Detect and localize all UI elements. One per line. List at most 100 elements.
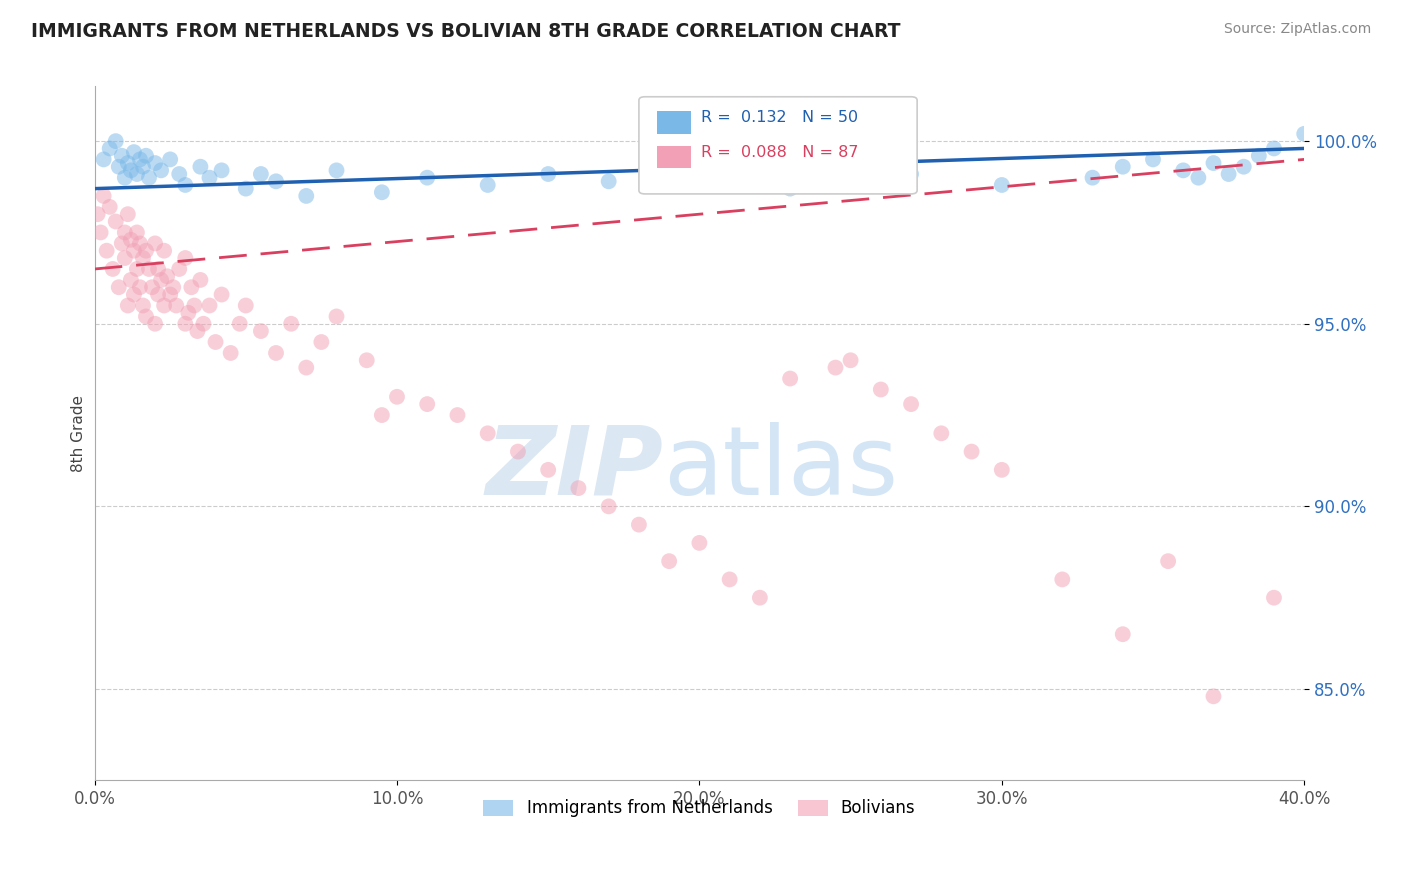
Point (141, 280, 163, 294)
Point (1218, 167, 1240, 181)
Point (779, 181, 801, 195)
Point (627, 517, 650, 532)
Point (125, 167, 148, 181)
Point (356, 353, 378, 368)
Point (104, 214, 127, 228)
Point (138, 170, 160, 185)
Point (120, 233, 142, 247)
Point (180, 280, 202, 294)
Point (416, 397, 439, 411)
Point (869, 156, 891, 170)
Point (1263, 141, 1285, 155)
Point (264, 174, 287, 188)
Point (371, 408, 394, 422)
Point (101, 262, 124, 277)
Point (416, 170, 439, 185)
Text: atlas: atlas (664, 422, 898, 515)
Point (143, 317, 166, 331)
Point (537, 167, 560, 181)
Point (1157, 554, 1180, 568)
Point (824, 360, 846, 375)
Point (567, 481, 589, 495)
Point (598, 174, 620, 188)
Point (146, 287, 169, 301)
Point (477, 426, 499, 441)
Point (190, 273, 212, 287)
Point (295, 360, 318, 375)
Text: R =  0.132   N = 50: R = 0.132 N = 50 (700, 110, 858, 125)
Point (264, 346, 287, 360)
Point (174, 251, 197, 265)
Point (98, 200, 121, 214)
Point (117, 298, 139, 312)
Point (193, 317, 215, 331)
Text: R =  0.088   N = 87: R = 0.088 N = 87 (700, 145, 858, 160)
Point (477, 178, 499, 192)
Point (143, 156, 166, 170)
Point (1112, 160, 1135, 174)
Point (135, 244, 157, 258)
Point (129, 153, 152, 167)
Point (295, 189, 318, 203)
Point (198, 298, 221, 312)
Point (219, 346, 242, 360)
Point (122, 145, 145, 160)
Point (598, 500, 620, 514)
Point (156, 269, 179, 284)
Text: IMMIGRANTS FROM NETHERLANDS VS BOLIVIAN 8TH GRADE CORRELATION CHART: IMMIGRANTS FROM NETHERLANDS VS BOLIVIAN … (31, 22, 900, 41)
Point (120, 273, 142, 287)
Point (1233, 160, 1256, 174)
Point (658, 160, 681, 174)
Point (506, 444, 529, 458)
Point (1052, 573, 1074, 587)
Point (748, 591, 770, 605)
Point (174, 317, 197, 331)
Point (117, 156, 139, 170)
Point (229, 317, 252, 331)
Point (111, 149, 134, 163)
Point (211, 287, 233, 301)
Point (250, 167, 273, 181)
Point (162, 280, 184, 294)
Y-axis label: 8th Grade: 8th Grade (72, 395, 86, 472)
Point (143, 236, 166, 251)
Point (931, 426, 953, 441)
Point (991, 178, 1014, 192)
Point (1081, 170, 1104, 185)
Point (537, 463, 560, 477)
Point (688, 536, 710, 550)
Point (125, 262, 148, 277)
Point (235, 298, 257, 312)
Point (1294, 127, 1316, 141)
Point (1187, 170, 1209, 185)
Point (658, 554, 681, 568)
Point (446, 408, 468, 422)
Point (204, 334, 226, 349)
Point (991, 463, 1014, 477)
Point (93, 189, 115, 203)
Point (132, 251, 155, 265)
Point (104, 134, 127, 148)
Point (167, 262, 190, 277)
Point (311, 334, 333, 349)
Point (107, 160, 129, 174)
Point (385, 390, 408, 404)
Point (98, 141, 121, 155)
Text: Source: ZipAtlas.com: Source: ZipAtlas.com (1223, 22, 1371, 37)
Point (165, 298, 187, 312)
Point (132, 298, 155, 312)
Point (159, 287, 181, 301)
Point (1202, 156, 1225, 170)
Point (114, 251, 136, 265)
Point (146, 262, 169, 277)
Point (96, 244, 118, 258)
Point (135, 149, 157, 163)
Point (114, 170, 136, 185)
Point (779, 371, 801, 385)
Point (114, 226, 136, 240)
Point (960, 444, 983, 458)
Point (159, 153, 181, 167)
Point (177, 306, 200, 320)
Point (869, 383, 891, 397)
Point (107, 280, 129, 294)
